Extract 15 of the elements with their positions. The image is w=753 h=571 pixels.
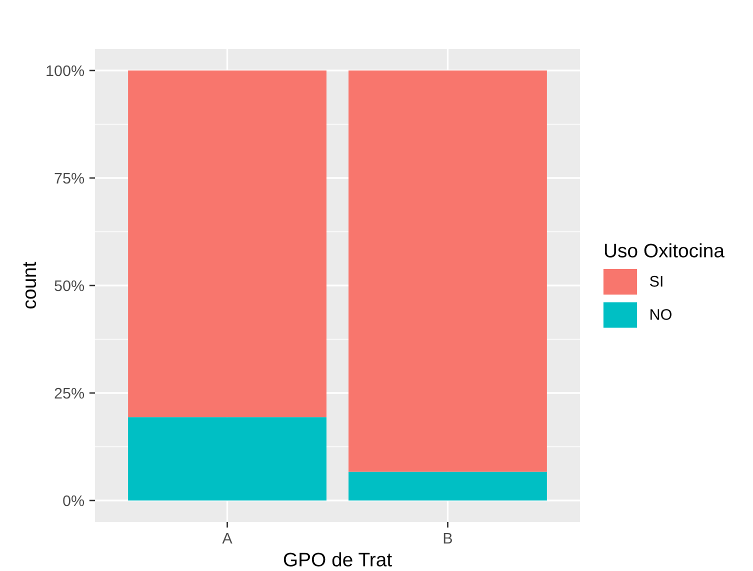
x-axis-title: GPO de Trat [284, 552, 392, 566]
legend-title: Uso Oxitocina [604, 243, 724, 258]
bar [128, 417, 326, 500]
y-tick-label: 75% [54, 172, 84, 184]
y-tick-label: 100% [46, 65, 84, 76]
y-tick-label: 0% [63, 495, 84, 506]
bar [348, 472, 547, 500]
legend-label: SI [650, 276, 662, 287]
x-tick-label: A [222, 532, 232, 544]
x-tick-label: B [444, 532, 452, 544]
y-tick-label: 25% [54, 388, 84, 399]
y-tick-label: 50% [54, 280, 84, 292]
y-axis-title: count [23, 262, 36, 308]
bar [128, 70, 326, 418]
legend-label: NO [650, 309, 672, 320]
